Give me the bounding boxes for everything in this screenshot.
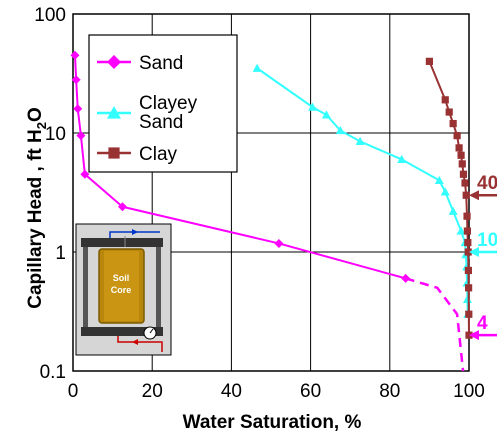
clay-point <box>457 151 465 159</box>
series-clay <box>425 57 473 339</box>
clay-point <box>453 132 461 140</box>
clayey-sand-point <box>456 226 466 235</box>
clay-point <box>425 57 433 65</box>
sand-point <box>73 104 83 114</box>
x-tick-label: 100 <box>453 381 485 402</box>
soil-core-label-line1: Soil <box>113 273 130 283</box>
clayey-sand-point <box>335 125 345 135</box>
clay-point <box>464 238 472 247</box>
clay-point <box>464 248 472 256</box>
x-tick-label: 60 <box>300 381 321 402</box>
clay-point <box>461 179 469 187</box>
sand-point <box>76 131 86 141</box>
annotation-arrow-head-icon <box>469 190 479 201</box>
inset-red-arrow-icon <box>132 339 138 345</box>
clay-point <box>458 160 466 168</box>
clay-point <box>449 119 457 128</box>
soil-core-highlight <box>104 251 139 321</box>
sand-point <box>71 75 81 85</box>
y-tick-labels: 0.1 1 10 100 <box>34 5 66 383</box>
annotation-label: 10 <box>477 230 497 251</box>
x-tick-labels: 0 20 40 60 80 100 <box>68 381 485 402</box>
y-tick-label: 10 <box>45 124 66 145</box>
clay-point <box>455 144 463 152</box>
x-tick-label: 40 <box>221 381 242 402</box>
soil-core-apparatus-illustration: Soil Core <box>75 223 172 356</box>
series-clayey-sand <box>252 63 473 318</box>
soil-core-label-line2: Core <box>111 285 132 295</box>
inset-bottom-plate <box>81 327 163 336</box>
clayey-sand-point <box>355 136 365 145</box>
clayey-sand-point <box>434 175 444 184</box>
legend-clayey-sand-marker <box>107 106 121 119</box>
x-tick-label: 80 <box>379 381 400 402</box>
y-tick-label: 100 <box>34 5 66 26</box>
inset-right-rod <box>156 247 161 327</box>
sand-point <box>118 202 127 212</box>
annotation-arrow-head-icon <box>469 247 479 257</box>
sand-point <box>401 273 411 283</box>
clayey-sand-point <box>462 294 472 303</box>
y-tick-label: 0.1 <box>40 362 66 383</box>
sand-point <box>274 238 284 248</box>
y-tick-label: 1 <box>55 243 66 264</box>
inset-left-rod <box>83 247 88 327</box>
clay-point <box>465 284 473 292</box>
clayey-sand-point <box>448 206 458 215</box>
clay-point <box>463 227 472 235</box>
inset-red-flow-line <box>117 336 163 352</box>
y-axis-label-main: Capillary Head , ft H <box>25 129 46 309</box>
clay-point <box>462 191 470 199</box>
legend-sand-marker <box>107 55 121 69</box>
annotation-label: 4 <box>477 313 488 334</box>
y-axis-label: Capillary Head , ft H2O <box>25 107 49 309</box>
clay-point <box>464 266 473 275</box>
clay-point <box>441 96 449 104</box>
annotation-arrow-head-icon <box>469 330 479 341</box>
clayey-sand-point <box>321 110 331 119</box>
annotations: 40 10 4 <box>469 173 497 341</box>
inset-gauge-needle <box>149 328 154 334</box>
legend-sand-label: Sand <box>139 53 183 74</box>
clayey-sand-point <box>397 154 407 163</box>
inset-top-plate <box>81 238 163 247</box>
x-tick-label: 20 <box>142 381 163 402</box>
inset-blue-arrow-icon <box>132 229 138 235</box>
legend-clayey-sand-label-line2: Sand <box>139 112 183 133</box>
legend-clay-label: Clay <box>139 144 178 165</box>
x-tick-label: 0 <box>68 381 79 402</box>
sand-dashed-line <box>405 277 465 372</box>
clayey-sand-line <box>256 67 469 315</box>
x-axis-label: Water Saturation, % <box>183 412 362 433</box>
clayey-sand-point <box>308 102 318 111</box>
clay-point <box>459 170 468 178</box>
sand-line <box>73 55 406 280</box>
clay-point <box>465 310 473 318</box>
inset-blue-flow-line <box>109 231 160 238</box>
clay-point <box>463 212 471 220</box>
clayey-sand-point <box>440 187 450 196</box>
clayey-sand-point <box>252 63 262 72</box>
y-axis-label-subscript: 2 <box>34 122 49 129</box>
sand-point <box>80 169 90 179</box>
series-layer <box>70 50 473 372</box>
clay-point <box>445 108 453 116</box>
legend-clay-marker <box>108 147 120 159</box>
series-sand <box>70 50 465 372</box>
annotation-label: 40 <box>477 173 497 194</box>
legend-clayey-sand-label-line1: Clayey <box>139 93 198 114</box>
y-axis-label-end: O <box>25 107 46 122</box>
sand-point <box>70 50 80 60</box>
